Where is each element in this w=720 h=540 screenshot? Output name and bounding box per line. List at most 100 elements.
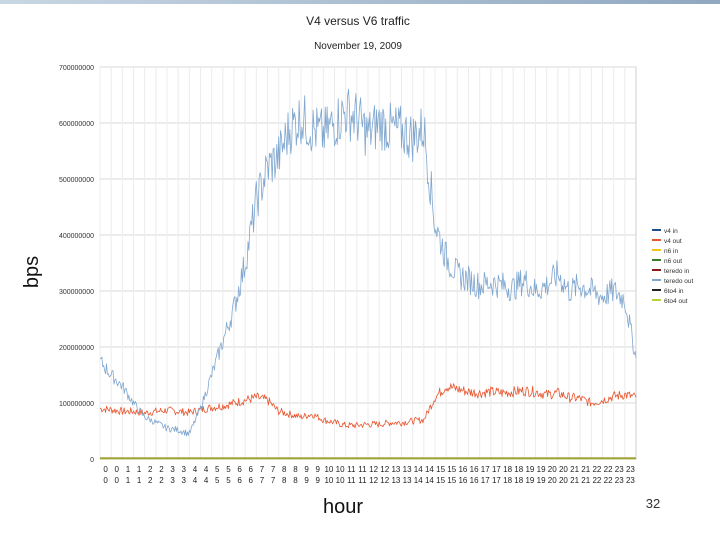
x-tick-label: 10 [336, 465, 345, 474]
slide-page-number: 32 [645, 496, 661, 511]
x-tick-label: 23 [626, 465, 635, 474]
x-tick-label: 1 [137, 465, 142, 474]
legend-swatch [652, 239, 661, 241]
x-tick-label: 4 [204, 465, 209, 474]
x-tick-label: 15 [447, 476, 456, 485]
series-line-teredo-out [99, 88, 637, 437]
x-tick-label: 1 [137, 476, 142, 485]
legend-label: teredo in [664, 268, 690, 275]
x-tick-label: 5 [226, 465, 231, 474]
legend-swatch [652, 229, 661, 231]
x-tick-label: 6 [249, 465, 254, 474]
x-tick-label: 16 [470, 476, 479, 485]
x-tick-label: 19 [537, 476, 546, 485]
x-tick-label: 9 [316, 465, 321, 474]
x-tick-label: 13 [403, 476, 412, 485]
chart-subtitle: November 19, 2009 [314, 41, 402, 52]
legend-swatch [652, 289, 661, 291]
legend-label: n6 out [664, 258, 682, 265]
x-tick-label: 21 [581, 476, 590, 485]
y-tick-label: 400000000 [59, 233, 94, 240]
x-tick-label: 11 [358, 465, 367, 474]
x-tick-label: 20 [548, 465, 557, 474]
x-tick-label: 12 [369, 476, 378, 485]
legend-label: 6to4 in [664, 288, 684, 295]
y-tick-label: 0 [90, 457, 94, 464]
x-tick-label: 21 [570, 476, 579, 485]
x-tick-label: 19 [537, 465, 546, 474]
y-tick-label: 300000000 [59, 289, 94, 296]
legend-label: v4 in [664, 228, 678, 235]
y-axis-label: bps [21, 256, 43, 288]
x-tick-label: 20 [559, 465, 568, 474]
x-tick-label: 22 [592, 476, 601, 485]
x-tick-label: 15 [447, 465, 456, 474]
x-tick-label: 23 [615, 465, 624, 474]
x-tick-label: 9 [316, 476, 321, 485]
x-tick-label: 12 [380, 465, 389, 474]
x-tick-label: 14 [414, 465, 423, 474]
x-tick-label: 7 [271, 465, 276, 474]
x-tick-label: 5 [215, 476, 220, 485]
x-tick-label: 2 [159, 476, 164, 485]
x-tick-label: 2 [148, 465, 153, 474]
x-tick-label: 11 [347, 476, 356, 485]
x-tick-label: 17 [481, 465, 490, 474]
x-tick-label: 7 [260, 465, 265, 474]
x-tick-label: 13 [403, 465, 412, 474]
x-tick-label: 20 [548, 476, 557, 485]
x-tick-label: 17 [492, 476, 501, 485]
x-tick-label: 18 [514, 476, 523, 485]
x-tick-label: 4 [193, 476, 198, 485]
x-axis-ticks: 0000111122223333444455556666777788889999… [103, 465, 635, 485]
x-tick-label: 2 [148, 476, 153, 485]
x-tick-label: 13 [391, 476, 400, 485]
x-tick-label: 8 [282, 465, 287, 474]
x-tick-label: 8 [293, 476, 298, 485]
x-tick-label: 14 [414, 476, 423, 485]
x-tick-label: 18 [503, 476, 512, 485]
x-tick-label: 0 [103, 465, 108, 474]
x-tick-label: 10 [324, 465, 333, 474]
legend-swatch [652, 259, 661, 261]
x-tick-label: 19 [525, 465, 534, 474]
x-tick-label: 4 [193, 465, 198, 474]
series-lines [99, 88, 637, 460]
x-tick-label: 14 [425, 465, 434, 474]
slide-top-bar [0, 0, 720, 4]
x-tick-label: 20 [559, 476, 568, 485]
x-tick-label: 23 [615, 476, 624, 485]
x-tick-label: 2 [159, 465, 164, 474]
x-tick-label: 19 [525, 476, 534, 485]
x-tick-label: 10 [324, 476, 333, 485]
x-tick-label: 9 [304, 476, 309, 485]
x-tick-label: 7 [260, 476, 265, 485]
x-tick-label: 14 [425, 476, 434, 485]
x-tick-label: 23 [626, 476, 635, 485]
y-tick-label: 600000000 [59, 121, 94, 128]
legend-swatch [652, 269, 661, 271]
x-tick-label: 3 [170, 465, 175, 474]
x-tick-label: 18 [514, 465, 523, 474]
x-axis-label: hour [323, 496, 363, 518]
x-tick-label: 3 [170, 476, 175, 485]
chart-grid [99, 66, 637, 460]
x-tick-label: 18 [503, 465, 512, 474]
x-tick-label: 21 [581, 465, 590, 474]
x-tick-label: 0 [115, 476, 120, 485]
legend-swatch [652, 299, 661, 301]
x-tick-label: 12 [380, 476, 389, 485]
x-tick-label: 0 [103, 476, 108, 485]
series-line-v4-out [99, 383, 637, 429]
x-tick-label: 3 [182, 465, 187, 474]
chart-title: V4 versus V6 traffic [306, 14, 410, 28]
x-tick-label: 6 [249, 476, 254, 485]
x-tick-label: 17 [481, 476, 490, 485]
y-tick-label: 500000000 [59, 177, 94, 184]
x-tick-label: 22 [592, 465, 601, 474]
x-tick-label: 12 [369, 465, 378, 474]
x-tick-label: 17 [492, 465, 501, 474]
x-tick-label: 22 [604, 476, 613, 485]
y-tick-label: 700000000 [59, 65, 94, 72]
